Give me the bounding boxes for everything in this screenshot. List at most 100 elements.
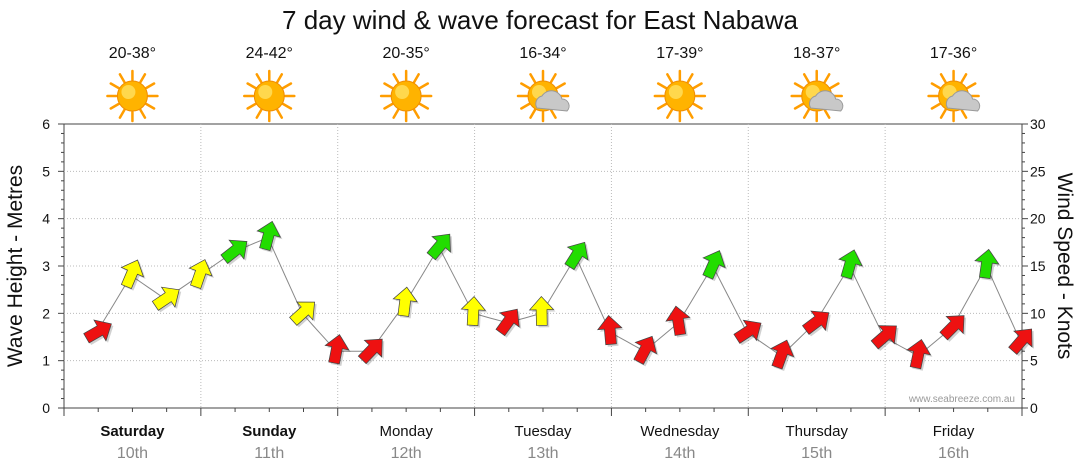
- sun-ray: [418, 82, 430, 90]
- temperature-range: 18-37°: [793, 45, 840, 62]
- sun-highlight: [121, 85, 136, 99]
- sun-ray: [960, 108, 968, 119]
- day-date: 10th: [117, 445, 148, 462]
- wind-arrow: [665, 305, 691, 336]
- sun-ray: [802, 108, 810, 119]
- chart-title: 7 day wind & wave forecast for East Naba…: [282, 5, 798, 35]
- wind-arrow: [733, 319, 762, 344]
- day-name: Thursday: [785, 423, 848, 440]
- wind-arrow: [564, 241, 589, 271]
- day-name: Wednesday: [640, 423, 719, 440]
- sun-ray: [139, 108, 147, 119]
- sun-ray: [549, 108, 557, 119]
- wind-arrow: [495, 308, 520, 337]
- wind-arrow: [324, 334, 350, 365]
- right-axis: 0 5 10 15 20 25 30: [1022, 116, 1046, 416]
- sun-ray: [555, 82, 566, 90]
- day-name: Monday: [379, 423, 433, 440]
- sun-ray: [930, 82, 941, 90]
- left-tick-label: 0: [42, 400, 50, 416]
- sun-ray: [520, 82, 531, 90]
- sun-ray: [246, 102, 257, 110]
- partly-cloudy-icon: [790, 69, 844, 123]
- sunny-icon: [653, 69, 707, 123]
- left-tick-label: 6: [42, 116, 50, 132]
- temperature-range: 17-36°: [930, 45, 977, 62]
- wind-arrow: [460, 296, 487, 326]
- sun-ray: [418, 102, 430, 110]
- sun-highlight: [668, 85, 683, 99]
- sun-ray: [255, 108, 263, 119]
- sun-ray: [246, 82, 257, 90]
- sun-ray: [960, 73, 968, 84]
- temperature-range: 17-39°: [656, 45, 703, 62]
- cloud-shape: [535, 90, 570, 112]
- sun-ray: [656, 102, 668, 110]
- sun-ray: [109, 82, 120, 90]
- sun-highlight: [395, 85, 410, 99]
- wind-arrows: [83, 220, 1035, 372]
- left-tick-label: 5: [42, 163, 50, 179]
- wind-arrow: [83, 319, 112, 344]
- left-tick-label: 4: [42, 211, 50, 227]
- sun-ray: [666, 108, 674, 119]
- sun-ray: [520, 102, 531, 110]
- left-tick-label: 3: [42, 258, 50, 274]
- sunny-icon: [243, 69, 296, 123]
- sun-ray: [692, 102, 703, 110]
- sunny-icon: [106, 69, 159, 123]
- cloud-shape: [809, 90, 844, 112]
- left-tick-label: 1: [42, 353, 50, 369]
- wind-arrow: [702, 250, 726, 280]
- sun-ray: [109, 102, 120, 110]
- sun-ray: [255, 73, 263, 84]
- partly-cloudy-icon: [516, 69, 570, 123]
- sun-ray: [656, 82, 668, 90]
- wind-arrow: [289, 301, 316, 326]
- sunny-icon: [379, 69, 433, 123]
- sun-ray: [939, 73, 947, 84]
- sun-ray: [793, 102, 805, 110]
- day-date: 13th: [527, 445, 558, 462]
- sun-ray: [823, 73, 831, 84]
- right-tick-label: 25: [1030, 163, 1046, 179]
- day-name: Friday: [933, 423, 975, 440]
- sun-ray: [412, 73, 420, 84]
- wind-arrow: [906, 338, 932, 370]
- sun-ray: [145, 82, 156, 90]
- right-tick-label: 20: [1030, 211, 1046, 227]
- wind-arrow: [256, 220, 282, 252]
- sun-ray: [939, 108, 947, 119]
- sun-ray: [823, 108, 831, 119]
- sun-ray: [383, 82, 394, 90]
- cloud-shape: [945, 90, 981, 112]
- sun-ray: [686, 108, 694, 119]
- day-date: 11th: [254, 445, 284, 462]
- wind-arrow: [838, 249, 863, 280]
- weather-icons: [106, 69, 981, 123]
- sun-ray: [412, 108, 420, 119]
- wind-arrow: [151, 286, 180, 311]
- sun-ray: [529, 108, 537, 119]
- right-tick-label: 30: [1030, 116, 1046, 132]
- temperature-range: 24-42°: [246, 45, 293, 62]
- sun-ray: [118, 108, 126, 119]
- day-labels: Saturday 10th Sunday 11th Monday 12th Tuesday 1…: [63, 408, 1023, 462]
- sun-ray: [686, 73, 694, 84]
- wind-arrow: [357, 338, 383, 365]
- right-tick-label: 10: [1030, 305, 1046, 321]
- day-date: 15th: [801, 445, 832, 462]
- wind-arrow: [770, 339, 795, 370]
- left-axis: 0 1 2 3 4 5 6: [42, 116, 64, 416]
- sun-ray: [966, 82, 977, 90]
- temperature-range: 20-35°: [382, 45, 429, 62]
- wind-arrow: [392, 286, 418, 317]
- wind-arrow: [188, 259, 213, 290]
- sun-highlight: [258, 85, 273, 99]
- sun-ray: [802, 73, 810, 84]
- sun-ray: [529, 73, 537, 84]
- sun-ray: [383, 102, 394, 110]
- left-tick-label: 2: [42, 305, 50, 321]
- partly-cloudy-icon: [927, 69, 981, 123]
